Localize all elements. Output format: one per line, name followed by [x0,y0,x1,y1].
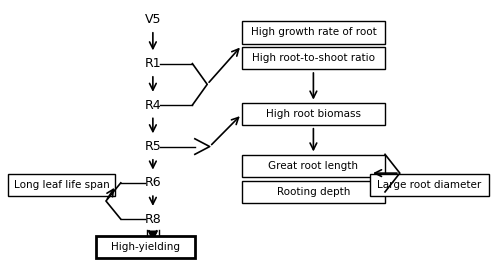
FancyBboxPatch shape [8,174,115,196]
Text: Great root length: Great root length [268,161,358,171]
Text: High root-to-shoot ratio: High root-to-shoot ratio [252,53,375,63]
Text: R4: R4 [144,99,161,112]
Text: V5: V5 [144,13,161,26]
Text: Rooting depth: Rooting depth [276,187,350,197]
Text: R5: R5 [144,140,161,153]
FancyBboxPatch shape [242,103,385,125]
Text: Long leaf life span: Long leaf life span [14,181,110,190]
Text: High growth rate of root: High growth rate of root [250,28,376,37]
FancyBboxPatch shape [242,21,385,43]
FancyBboxPatch shape [242,47,385,69]
FancyBboxPatch shape [242,181,385,203]
Text: High root biomass: High root biomass [266,109,361,119]
Text: Large root diameter: Large root diameter [378,181,482,190]
Text: High-yielding: High-yielding [111,242,180,252]
Text: R1: R1 [144,57,161,70]
Text: R8: R8 [144,213,161,226]
FancyBboxPatch shape [96,236,195,258]
Text: R6: R6 [144,176,161,189]
FancyBboxPatch shape [370,174,488,196]
FancyBboxPatch shape [242,155,385,177]
